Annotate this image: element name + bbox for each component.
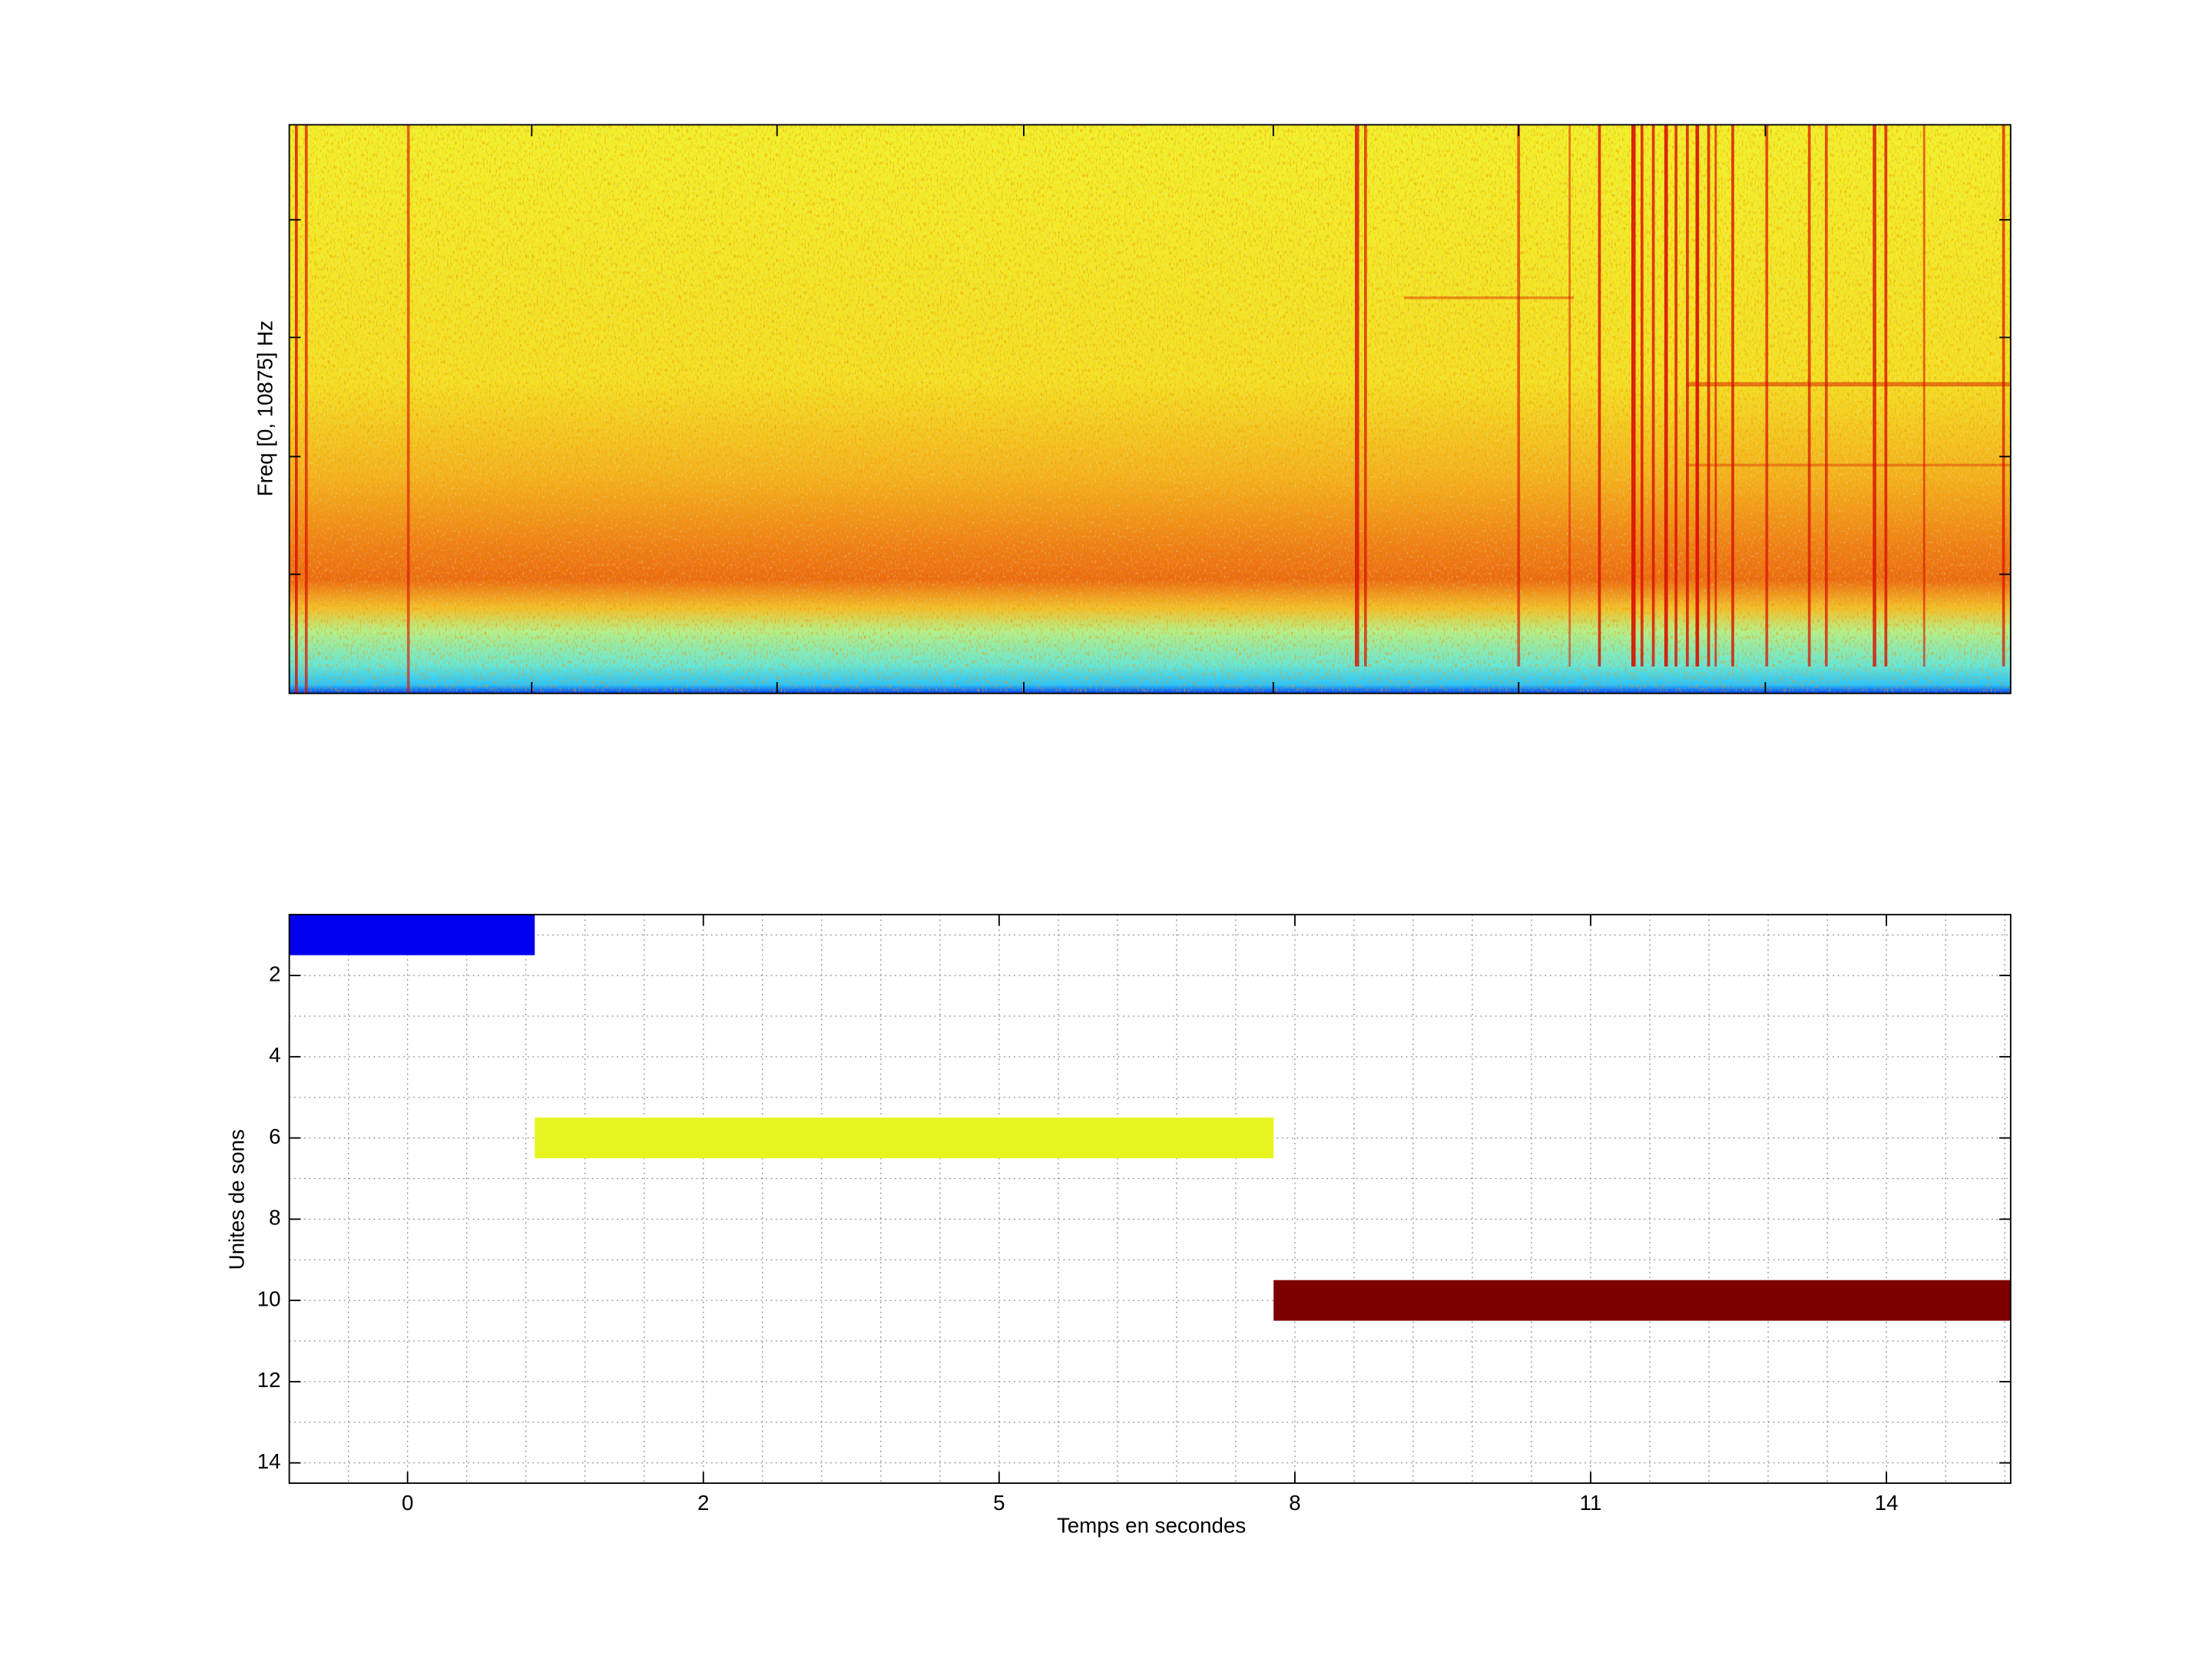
axes-frame <box>288 913 2012 1484</box>
segment-bar <box>1273 1280 2011 1321</box>
y-axis-label: Unites de sons <box>224 1129 248 1270</box>
y-tick-label: 12 <box>257 1368 281 1392</box>
x-tick-label: 14 <box>1875 1491 1899 1515</box>
segment-bar <box>535 1118 1274 1159</box>
spectrogram-texture <box>289 124 2011 608</box>
y-tick-label: 10 <box>257 1286 281 1310</box>
spectrogram-lines <box>295 124 2011 694</box>
x-tick-label: 8 <box>1289 1491 1300 1515</box>
y-tick-label: 2 <box>269 962 280 985</box>
x-axis-label: Temps en secondes <box>1057 1514 1246 1538</box>
x-tick-label: 5 <box>993 1491 1005 1515</box>
segment-bar <box>289 914 535 955</box>
x-tick-label: 2 <box>697 1491 709 1515</box>
segments-panel: Temps en secondes Unites de sons 0 2 5 8 11 1… <box>224 913 2012 1538</box>
axis-ticks <box>289 124 2011 694</box>
y-tick-label: 4 <box>269 1043 280 1067</box>
y-tick-label: 6 <box>269 1124 280 1148</box>
y-tick-label: 14 <box>257 1449 281 1473</box>
x-tick-label: 11 <box>1580 1491 1602 1515</box>
plot-area <box>289 914 2011 1484</box>
spectrogram-panel: Freq [0, 10875] Hz <box>253 124 2012 694</box>
y-tick-label: 8 <box>269 1206 280 1230</box>
y-axis-label: Freq [0, 10875] Hz <box>253 320 276 496</box>
axes-frame <box>288 124 2012 694</box>
x-tick-label: 0 <box>402 1491 413 1515</box>
